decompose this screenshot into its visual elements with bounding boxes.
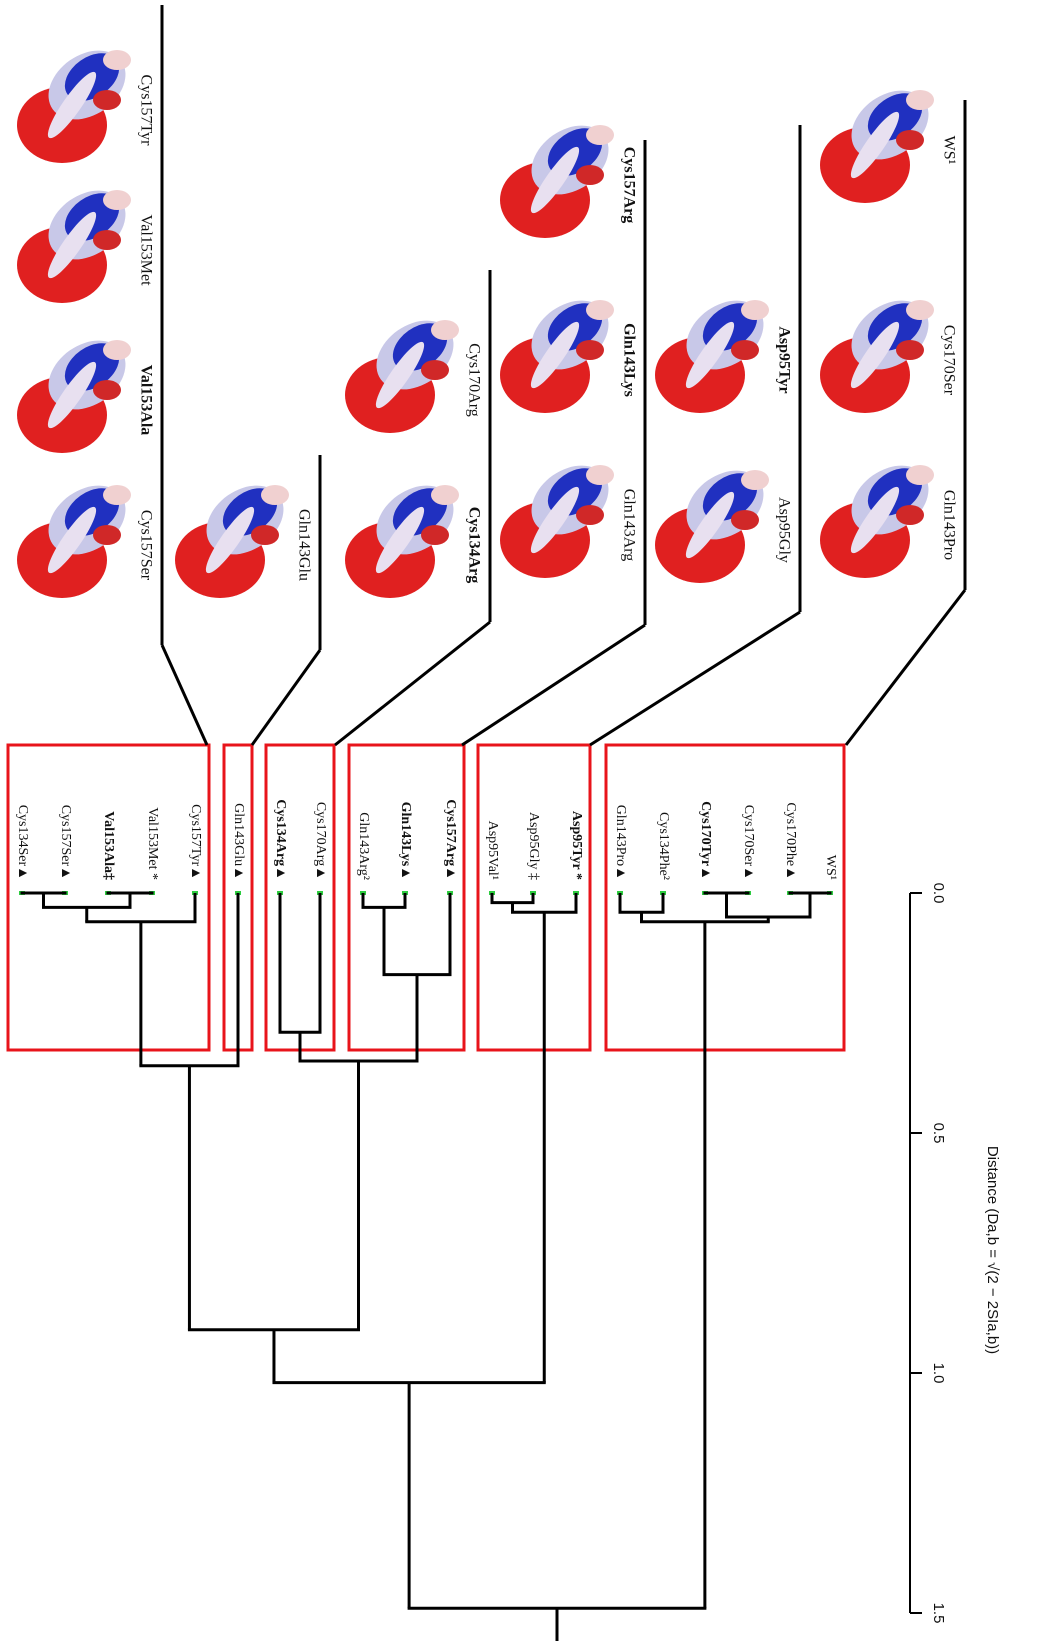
surface — [906, 300, 934, 320]
structure-image — [17, 176, 139, 303]
structure-image — [655, 456, 777, 583]
surface — [896, 505, 924, 525]
leaf-label: Cys134Arg▲ — [273, 799, 288, 880]
leaf-label: Cys170Ser▲ — [741, 805, 756, 880]
surface — [576, 505, 604, 525]
surface — [421, 525, 449, 545]
surface — [741, 300, 769, 320]
surface — [731, 510, 759, 530]
leaf-label: Asp95Tyr * — [569, 811, 584, 880]
connector — [335, 622, 490, 745]
structure-image — [820, 451, 942, 578]
structure-image — [17, 471, 139, 598]
surface — [586, 300, 614, 320]
leaf-label: Cys170Phe▲ — [783, 802, 798, 880]
leaf-label: Cys157Arg▲ — [443, 799, 458, 880]
surface — [103, 485, 131, 505]
surface — [576, 340, 604, 360]
surface — [93, 230, 121, 250]
connector — [162, 645, 207, 745]
surface — [261, 485, 289, 505]
structure-caption: Gln143Arg — [620, 489, 637, 562]
surface — [576, 165, 604, 185]
surface — [93, 380, 121, 400]
structure-image — [500, 286, 622, 413]
structure-image — [820, 76, 942, 203]
leaf-label: Asp95Gly ‡ — [526, 812, 541, 880]
leaf-label: Cys134Phe² — [656, 812, 671, 880]
cluster-box — [266, 745, 334, 1050]
surface — [251, 525, 279, 545]
structure-caption: Val153Met — [137, 214, 154, 286]
surface — [103, 50, 131, 70]
leaf-label: Cys157Tyr▲ — [188, 804, 203, 880]
surface — [896, 130, 924, 150]
structure-caption: Cys157Arg — [620, 147, 637, 223]
tick-label: 0.5 — [930, 1123, 947, 1144]
surface — [896, 340, 924, 360]
structure-caption: Cys157Tyr — [137, 75, 154, 147]
leaf-label: Cys157Ser▲ — [58, 805, 73, 880]
structure-caption: Cys134Arg — [465, 507, 482, 583]
leaf-label: Cys134Ser▲ — [15, 805, 30, 880]
leaf-label: Val153Met * — [145, 807, 160, 880]
leaf-label: Gln143Lys▲ — [398, 802, 413, 880]
connector — [846, 590, 965, 745]
structure-image — [500, 111, 622, 238]
structure-caption: Gln143Lys — [620, 323, 637, 397]
surface — [431, 485, 459, 505]
structure-image — [175, 471, 297, 598]
surface — [103, 190, 131, 210]
cluster-box — [8, 745, 209, 1050]
structure-caption: Cys157Ser — [137, 510, 154, 581]
surface — [586, 125, 614, 145]
leaf-label: WS¹ — [823, 855, 838, 880]
structure-image — [17, 326, 139, 453]
structure-caption: Asp95Tyr — [775, 326, 792, 393]
surface — [421, 360, 449, 380]
leaf-label: Cys170Tyr▲ — [698, 801, 713, 880]
structure-caption: Gln143Pro — [940, 490, 957, 560]
surface — [93, 90, 121, 110]
surface — [93, 525, 121, 545]
surface — [741, 470, 769, 490]
connector — [252, 650, 320, 745]
leaf-label: Cys170Arg▲ — [313, 802, 328, 880]
tick-label: 0.0 — [930, 883, 947, 904]
surface — [103, 340, 131, 360]
tick-label: 1.0 — [930, 1363, 947, 1384]
leaf-label: Gln143Glu▲ — [231, 803, 246, 880]
leaf-label: Asp95Val¹ — [485, 821, 500, 880]
structure-caption: Gln143Glu — [295, 509, 312, 581]
structure-caption: Cys170Ser — [940, 325, 957, 396]
structure-caption: Cys170Arg — [465, 343, 482, 417]
surface — [731, 340, 759, 360]
structure-caption: Asp95Gly — [775, 497, 792, 563]
structure-image — [500, 451, 622, 578]
structure-image — [655, 286, 777, 413]
surface — [906, 90, 934, 110]
structure-image — [345, 471, 467, 598]
structure-image — [345, 306, 467, 433]
figure: Cys134Ser▲ Cys157Ser▲ Val153Ala‡ Val153Met … — [0, 0, 1049, 1641]
tick-label: 1.5 — [930, 1603, 947, 1624]
structure-caption: WS¹ — [940, 136, 957, 165]
surface — [906, 465, 934, 485]
surface — [586, 465, 614, 485]
leaf-label: Val153Ala‡ — [101, 811, 116, 880]
structure-image — [820, 286, 942, 413]
leaf-label: Gln143Arg² — [356, 812, 371, 880]
leaf-label: Gln143Pro▲ — [613, 805, 628, 880]
surface — [431, 320, 459, 340]
axis-title: Distance (Da,b = √(2 − 2SIa,b)) — [984, 1146, 1001, 1354]
connector — [590, 612, 800, 745]
structure-caption: Val153Ala — [137, 365, 154, 436]
structure-image — [17, 36, 139, 163]
